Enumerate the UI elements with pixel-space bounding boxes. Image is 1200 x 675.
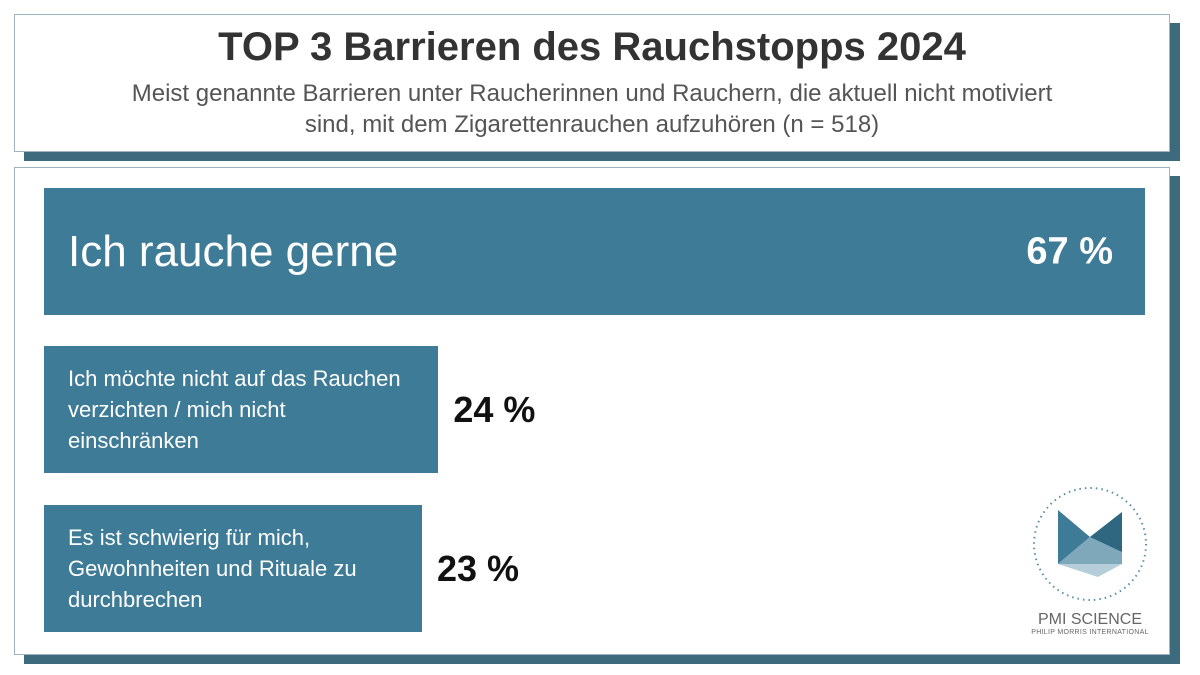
category-label: Es ist schwierig für mich, Gewohnheiten … (68, 525, 357, 612)
logo-subtitle: PHILIP MORRIS INTERNATIONAL (1031, 629, 1149, 636)
chart-title: TOP 3 Barrieren des Rauchstopps 2024 (218, 25, 966, 69)
bar: Es ist schwierig für mich, Gewohnheiten … (44, 505, 519, 632)
value-label: 67 % (1026, 230, 1113, 272)
chart-panel: Ich rauche gerne 67 % Ich möchte nicht auf… (14, 167, 1170, 655)
bar: Ich rauche gerne 67 % (44, 188, 1145, 315)
category-label: Ich rauche gerne (68, 226, 399, 276)
bar: Ich möchte nicht auf das Rauchen verzich… (44, 346, 535, 473)
value-label: 24 % (453, 388, 536, 430)
logo: PMI SCIENCE PHILIP MORRIS INTERNATIONAL (1028, 482, 1152, 636)
chart-subtitle: Meist genannte Barrieren unter Raucherin… (131, 80, 1053, 138)
logo-mark (1033, 487, 1147, 601)
logo-name: PMI SCIENCE (1037, 611, 1142, 628)
category-label: Ich möchte nicht auf das Rauchen verzich… (68, 366, 401, 453)
header: TOP 3 Barrieren des Rauchstopps 2024 Mei… (14, 14, 1170, 152)
value-label: 23 % (436, 547, 520, 589)
